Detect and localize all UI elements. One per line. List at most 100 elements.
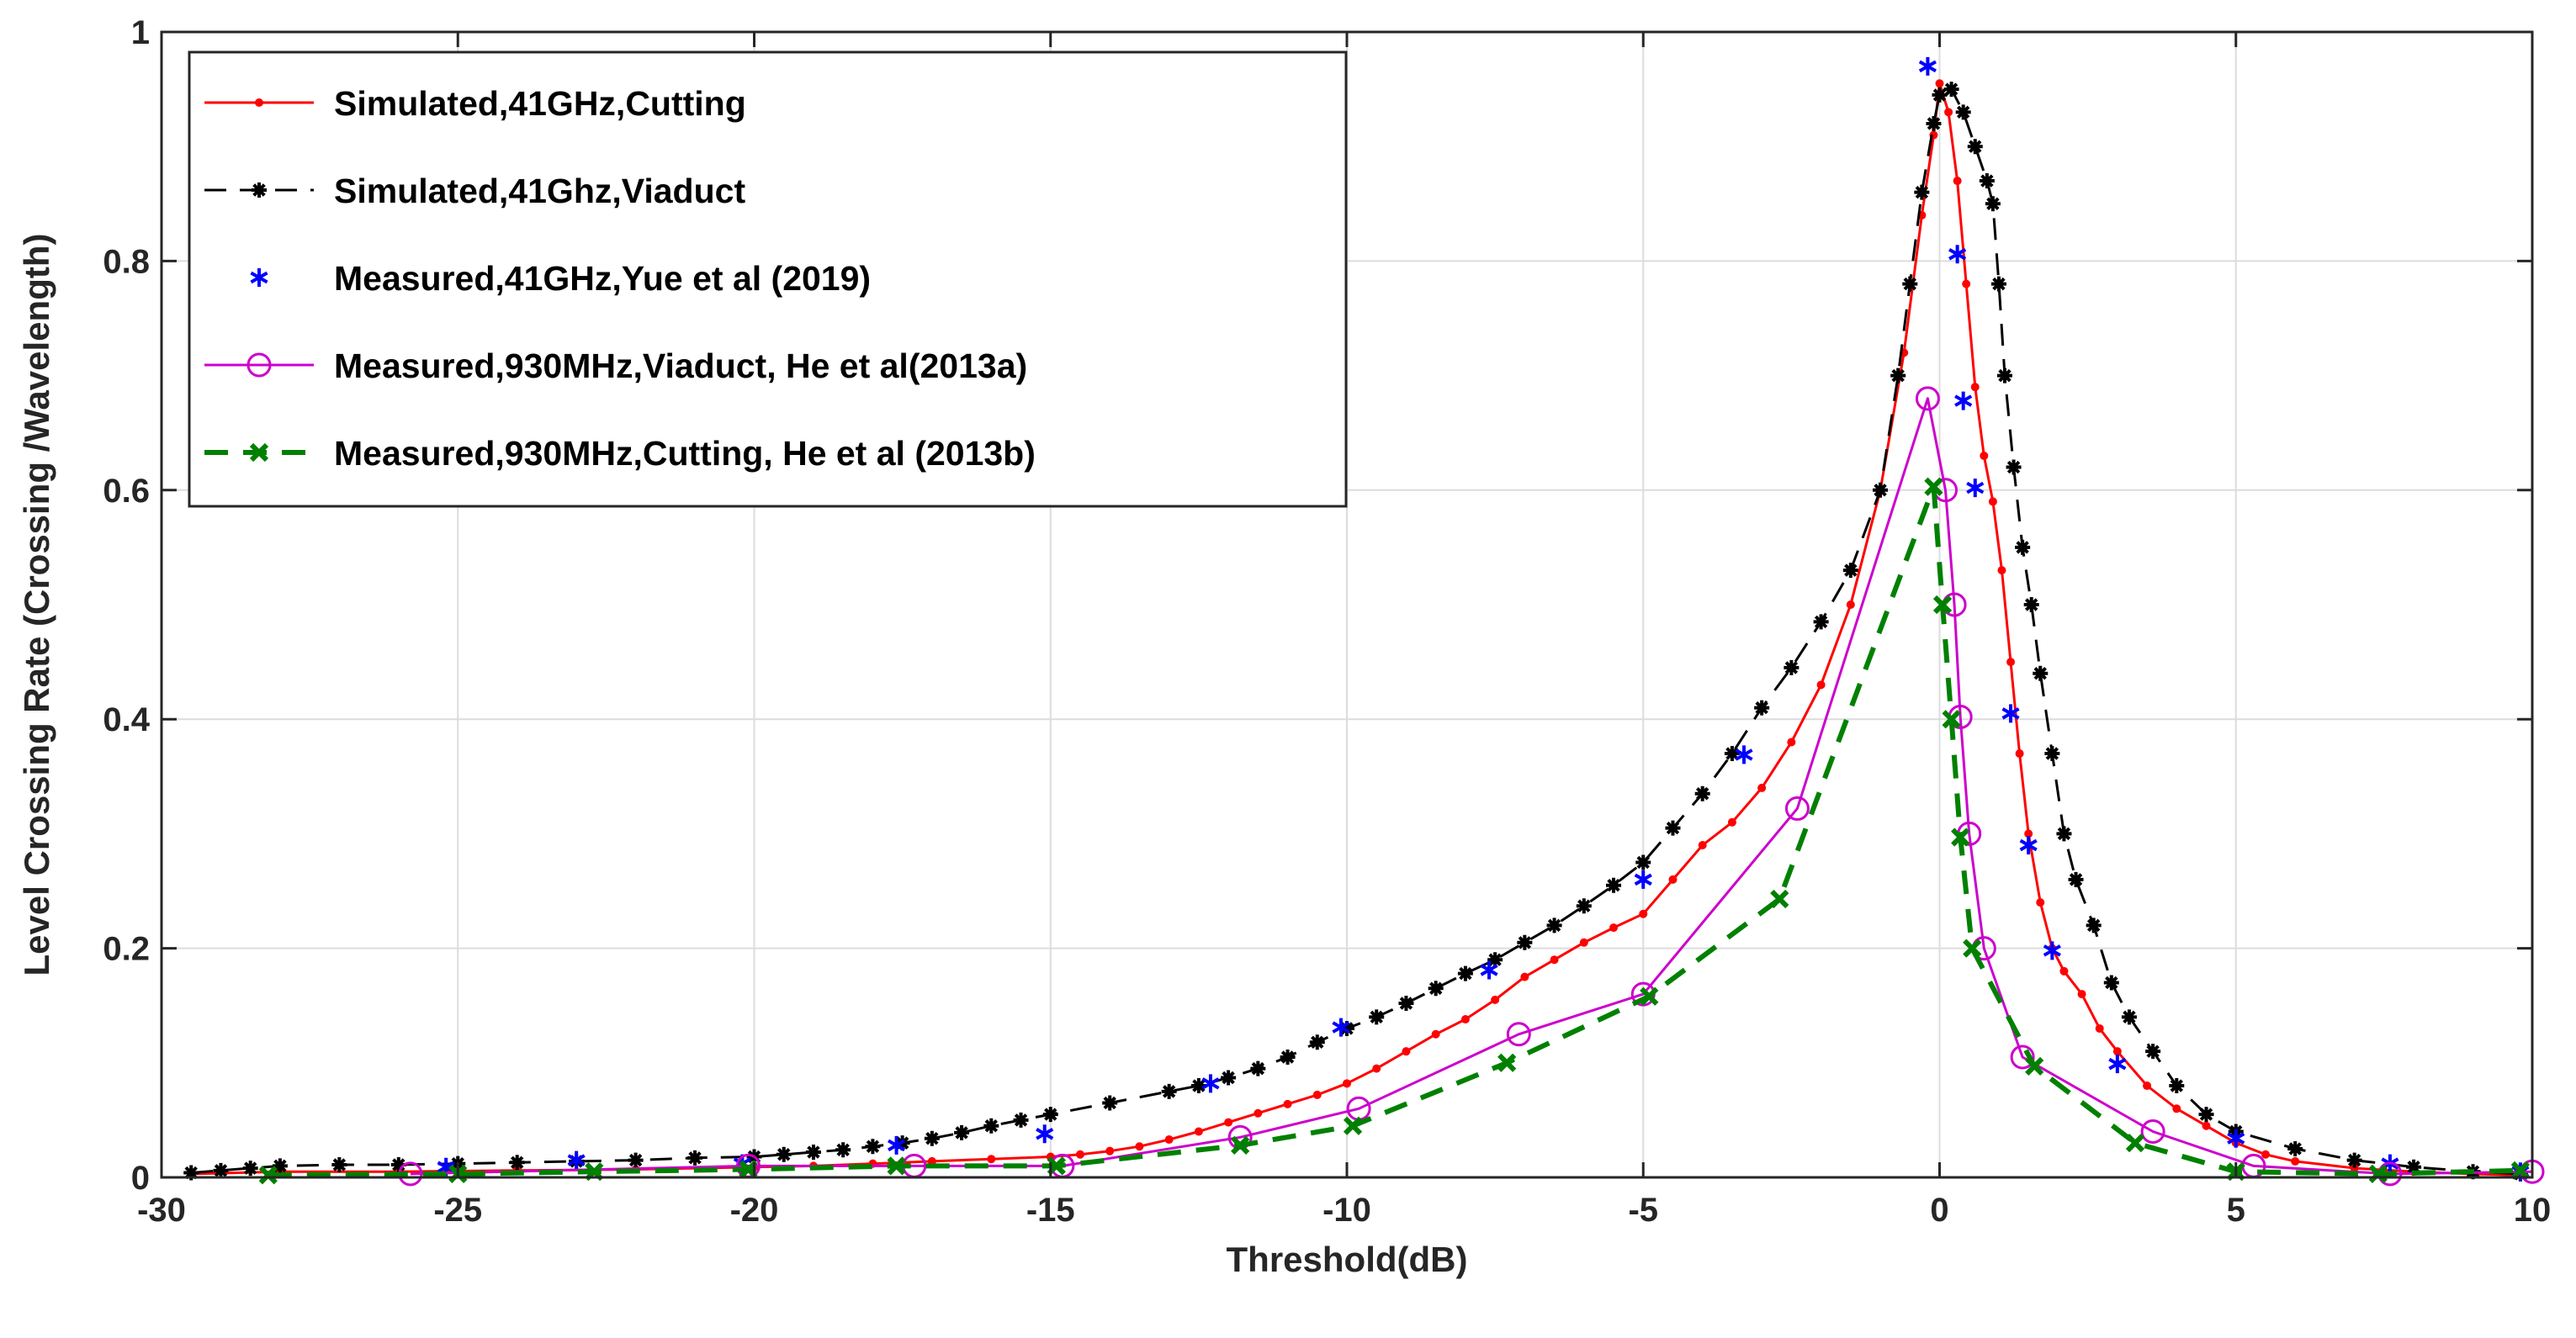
x-tick-label: 0 bbox=[1930, 1192, 1948, 1229]
series-2-point bbox=[242, 1161, 258, 1177]
series-5-point bbox=[1770, 889, 1789, 909]
legend-marker-1 bbox=[255, 98, 263, 107]
series-1-point bbox=[987, 1155, 996, 1164]
series-4-point bbox=[2010, 1044, 2035, 1070]
series-1-point bbox=[1816, 680, 1826, 690]
legend-entry-4: Measured,930MHz,Viaduct, He et al(2013a) bbox=[204, 346, 1027, 385]
series-1-point bbox=[1953, 177, 1962, 186]
series-3-point bbox=[2019, 836, 2038, 855]
series-2-point bbox=[1457, 965, 1473, 981]
series-2-point bbox=[776, 1146, 792, 1162]
series-2-point bbox=[1221, 1070, 1237, 1086]
series-1-point bbox=[1372, 1064, 1381, 1073]
series-1-point bbox=[1343, 1079, 1351, 1088]
series-2-point bbox=[2044, 746, 2060, 762]
series-2-point bbox=[865, 1139, 881, 1155]
x-tick-label: -15 bbox=[1026, 1192, 1075, 1229]
y-tick-label: 0 bbox=[131, 1160, 150, 1197]
series-3-point bbox=[1634, 870, 1652, 889]
series-5-point bbox=[1640, 986, 1659, 1006]
series-2-point bbox=[2068, 871, 2084, 887]
legend-marker-3 bbox=[250, 268, 268, 287]
series-2-point bbox=[1990, 276, 2006, 292]
series-1-point bbox=[1579, 938, 1588, 947]
series-1-point bbox=[2059, 966, 2069, 976]
series-1-point bbox=[2095, 1023, 2104, 1033]
series-1-point bbox=[1970, 383, 1980, 392]
series-2-point bbox=[2121, 1009, 2137, 1025]
series-3-point bbox=[1201, 1074, 1220, 1093]
legend-label-5: Measured,930MHz,Cutting, He et al (2013b… bbox=[334, 434, 1036, 473]
series-2-point bbox=[1102, 1095, 1118, 1111]
series-5-point bbox=[2368, 1164, 2388, 1184]
y-axis-label: Level Crossing Rate (Crossing /Wavelengt… bbox=[17, 234, 56, 976]
series-1-point bbox=[1460, 1015, 1470, 1024]
series-1-point bbox=[1312, 1090, 1322, 1099]
series-2-point bbox=[2033, 665, 2049, 681]
series-2-point bbox=[1890, 368, 1906, 383]
x-tick-label: -10 bbox=[1322, 1192, 1371, 1229]
series-1-point bbox=[2112, 1047, 2122, 1056]
series-2-point bbox=[2287, 1140, 2303, 1156]
series-2-point bbox=[1914, 184, 1930, 200]
series-2-point bbox=[983, 1118, 999, 1134]
series-2-point bbox=[2198, 1107, 2214, 1123]
series-2-point bbox=[213, 1162, 229, 1178]
series-2-point bbox=[1943, 82, 1959, 98]
series-2-point bbox=[1842, 563, 1858, 579]
series-2-point bbox=[1428, 981, 1444, 997]
series-3-point bbox=[1918, 56, 1937, 76]
series-1-point bbox=[1698, 841, 1707, 850]
x-tick-label: 10 bbox=[2514, 1192, 2552, 1229]
series-1-point bbox=[1164, 1135, 1174, 1145]
series-2-point bbox=[2103, 975, 2119, 991]
series-5-point bbox=[1924, 477, 1943, 496]
series-1-point bbox=[1431, 1029, 1440, 1039]
series-1-point bbox=[2006, 658, 2016, 667]
series-5-point bbox=[1231, 1135, 1250, 1155]
series-2-point bbox=[805, 1145, 821, 1161]
series-1-point bbox=[1075, 1150, 1084, 1159]
series-5-point bbox=[1932, 595, 1953, 615]
series-1-point bbox=[1668, 875, 1678, 884]
x-tick-label: -5 bbox=[1628, 1192, 1658, 1229]
series-1-point bbox=[1135, 1142, 1144, 1151]
series-1-point bbox=[2077, 990, 2086, 999]
series-2-point bbox=[1606, 877, 1622, 893]
series-layer bbox=[183, 56, 2545, 1187]
legend-marker-2 bbox=[252, 182, 267, 198]
y-tick-label: 1 bbox=[131, 14, 150, 51]
series-1-point bbox=[1997, 566, 2006, 575]
legend-label-3: Measured,41GHz,Yue et al (2019) bbox=[334, 259, 871, 298]
series-2-point bbox=[2145, 1044, 2161, 1060]
legend-entry-5: Measured,930MHz,Cutting, He et al (2013b… bbox=[204, 434, 1036, 473]
series-5-point bbox=[2025, 1056, 2044, 1076]
series-2-point bbox=[1813, 614, 1829, 630]
series-2-point bbox=[1665, 820, 1681, 836]
series-1-point bbox=[1520, 972, 1529, 981]
series-2-point bbox=[1754, 700, 1770, 716]
series-2-point bbox=[954, 1124, 970, 1140]
series-3-point bbox=[1735, 745, 1753, 764]
series-3-point bbox=[2227, 1129, 2245, 1148]
series-2-point bbox=[1546, 918, 1562, 933]
x-tick-label: 5 bbox=[2227, 1192, 2245, 1229]
series-1-point bbox=[1935, 79, 1944, 88]
series-1-point bbox=[2291, 1156, 2300, 1166]
series-2-point bbox=[1926, 115, 1942, 131]
series-1-point bbox=[1846, 600, 1855, 609]
series-4-point bbox=[2140, 1119, 2165, 1145]
series-2-point bbox=[1576, 898, 1592, 914]
series-1-point bbox=[2261, 1150, 2270, 1159]
series-1-point bbox=[1254, 1108, 1263, 1118]
series-2-point bbox=[1042, 1107, 1058, 1123]
series-2-point bbox=[1979, 173, 1995, 189]
series-2-point bbox=[1902, 276, 1918, 292]
series-2-point bbox=[2406, 1159, 2422, 1175]
x-tick-label: -20 bbox=[730, 1192, 779, 1229]
series-2-point bbox=[628, 1152, 644, 1168]
y-tick-label: 0.6 bbox=[103, 473, 150, 510]
series-5-point bbox=[258, 1166, 278, 1185]
series-3-point bbox=[1332, 1018, 1350, 1037]
